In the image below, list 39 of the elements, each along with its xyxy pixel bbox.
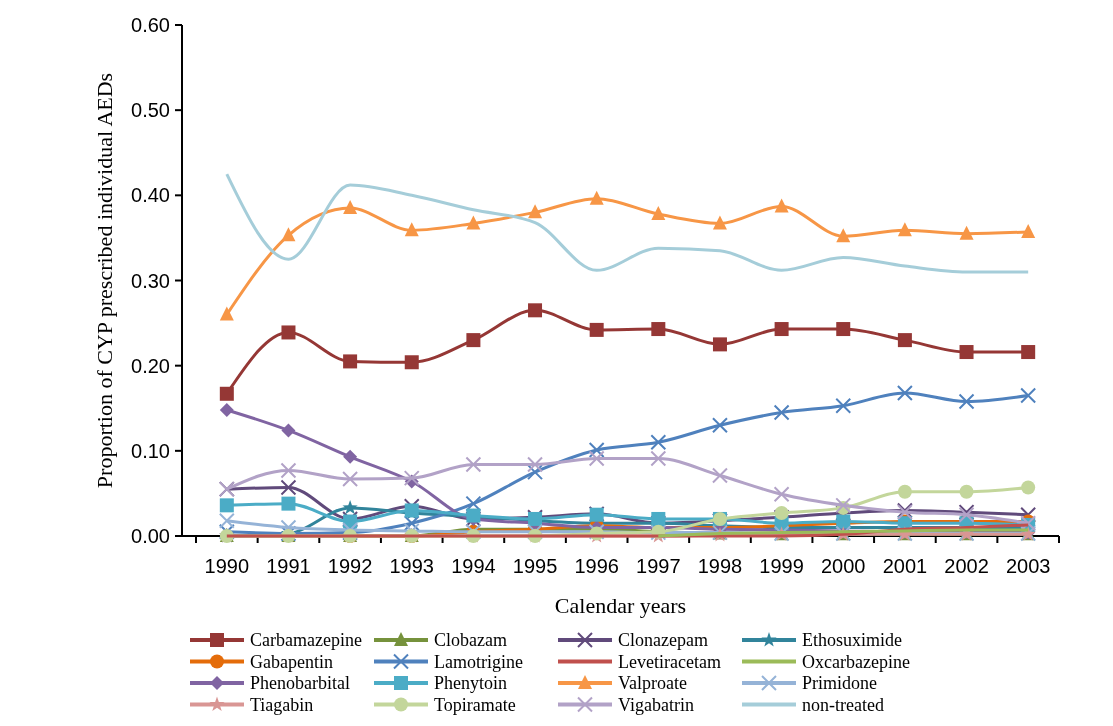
y-tick-label: 0.00 [131,525,170,547]
y-tick-label: 0.30 [131,269,170,292]
x-tick-label: 1997 [636,555,681,577]
x-tick-label: 2002 [944,555,989,577]
legend-label: Vigabatrin [618,694,694,715]
x-tick-label: 1992 [327,555,373,577]
legend-label: Primidone [802,673,878,694]
y-tick-label: 0.10 [131,439,170,462]
legend-label: Ethosuximide [802,630,902,651]
legend-label: non-treated [802,694,884,715]
legend-label: Tiagabin [250,694,314,715]
y-tick-label: 0.40 [131,184,170,207]
x-tick-label: 1999 [759,555,804,577]
y-tick-label: 0.60 [131,14,170,36]
y-tick-label: 0.50 [131,99,170,122]
x-tick-label: 1994 [451,555,496,577]
x-tick-label: 1996 [574,555,619,577]
legend-label: Topiramate [434,694,516,715]
legend-label: Lamotrigine [434,651,523,672]
legend-label: Oxcarbazepine [802,651,910,672]
legend-label: Phenobarbital [250,673,350,694]
legend-label: Valproate [618,673,687,694]
legend-label: Levetiracetam [618,651,721,672]
x-tick-label: 2001 [882,555,928,577]
legend-label: Gabapentin [250,651,333,672]
legend-label: Clobazam [434,630,507,651]
x-axis-title: Calendar years [554,593,687,618]
y-axis-title: Proportion of CYP prescribed individual AEDs [92,72,117,489]
legend-label: Phenytoin [434,673,508,694]
x-tick-label: 1990 [204,555,250,577]
y-tick-label: 0.20 [131,354,170,377]
x-tick-label: 2003 [1005,555,1051,577]
x-tick-label: 1995 [512,555,558,577]
legend-label: Carbamazepine [250,630,362,651]
x-tick-label: 2000 [821,555,866,577]
x-tick-label: 1991 [266,555,311,577]
legend-label: Clonazepam [618,630,708,651]
x-tick-label: 1993 [389,555,434,577]
x-tick-label: 1998 [697,555,743,577]
